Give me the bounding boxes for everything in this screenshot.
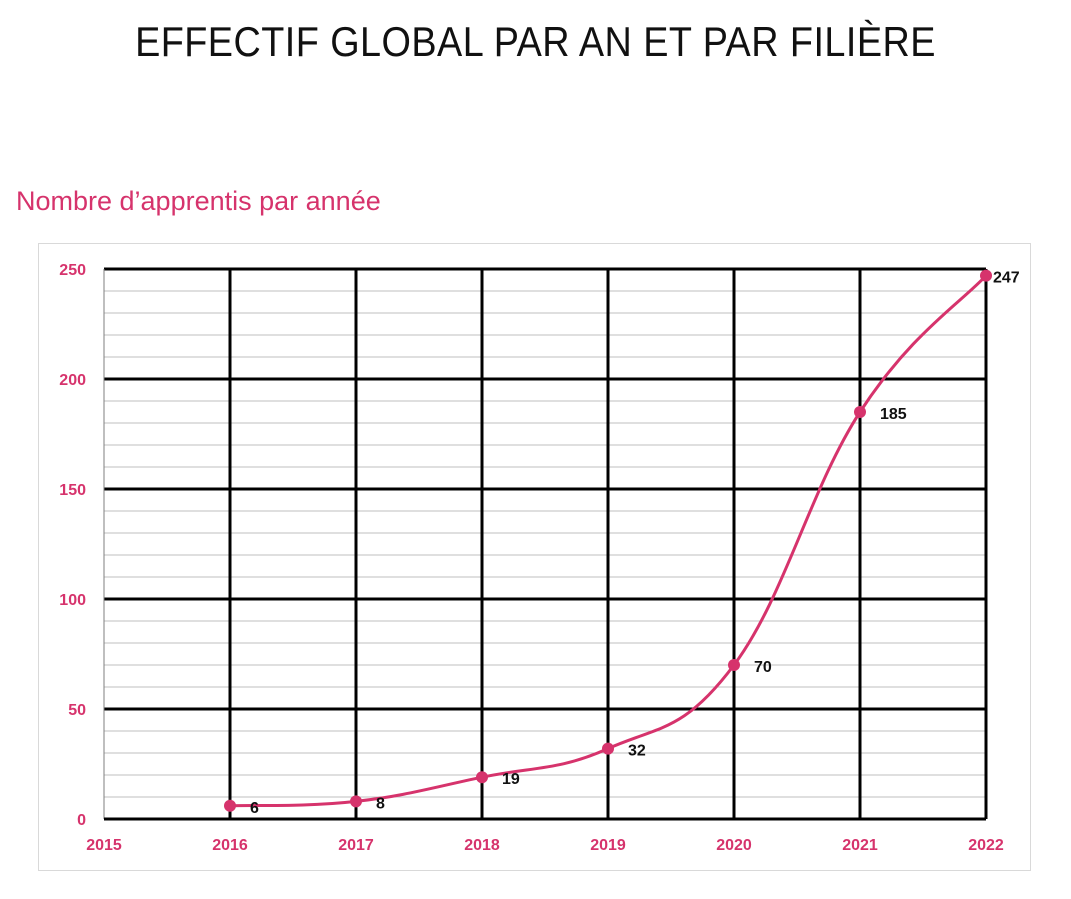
y-tick-label: 200 <box>59 372 86 389</box>
series-group <box>224 269 992 812</box>
x-tick-label: 2022 <box>968 837 1004 854</box>
data-point <box>728 659 740 671</box>
minor-gridlines <box>104 290 986 798</box>
data-label: 185 <box>880 406 907 423</box>
x-tick-label: 2019 <box>590 837 626 854</box>
x-tick-label: 2020 <box>716 837 752 854</box>
x-tick-label: 2021 <box>842 837 878 854</box>
data-point <box>224 799 236 812</box>
y-tick-label: 100 <box>59 592 86 609</box>
y-tick-label: 0 <box>77 812 86 829</box>
x-tick-label: 2016 <box>212 837 248 854</box>
data-label: 19 <box>502 771 520 788</box>
data-labels: 6 8 19 32 70 185 247 <box>250 270 1020 817</box>
y-tick-label: 250 <box>59 262 86 279</box>
data-label: 6 <box>250 800 259 817</box>
x-tick-label: 2017 <box>338 837 374 854</box>
data-label: 70 <box>754 659 772 676</box>
y-tick-label: 50 <box>68 702 86 719</box>
axis-tick-labels: 0 50 100 150 200 250 2015 2016 2017 2018 2019 2020 2… <box>59 262 1004 854</box>
x-tick-label: 2015 <box>86 837 122 854</box>
y-tick-label: 150 <box>59 482 86 499</box>
chart-frame <box>38 243 1031 871</box>
data-point <box>854 406 866 418</box>
major-gridlines <box>103 267 988 821</box>
data-point <box>980 269 992 282</box>
data-label: 32 <box>628 743 646 760</box>
page-title: EFFECTIF GLOBAL PAR AN ET PAR FILIÈRE <box>135 18 936 65</box>
data-point <box>350 795 362 808</box>
data-point <box>476 771 488 784</box>
chart-subtitle: Nombre d’apprentis par année <box>16 186 381 216</box>
x-tick-label: 2018 <box>464 837 500 854</box>
data-label: 8 <box>376 795 385 812</box>
data-label: 247 <box>993 270 1020 287</box>
data-point <box>602 742 614 755</box>
